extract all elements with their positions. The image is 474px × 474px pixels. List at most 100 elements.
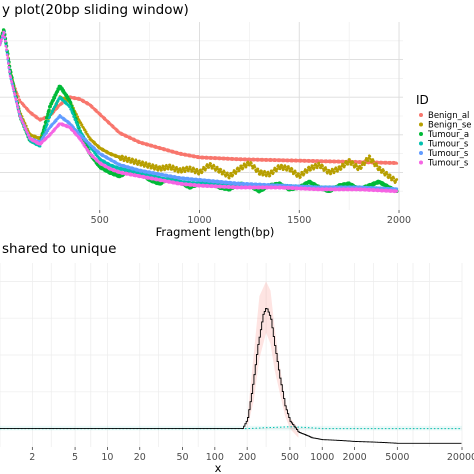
top-point	[366, 159, 370, 162]
bottom-chart: shared to unique 2 5 10 20 50 100 200 500 1000 20…	[0, 241, 474, 474]
legend-key	[419, 132, 423, 136]
top-point	[395, 162, 399, 165]
top-point	[275, 169, 278, 173]
bottom-chart-title: shared to unique	[2, 241, 116, 257]
top-point	[309, 168, 312, 172]
top-point	[299, 175, 302, 179]
top-point	[162, 165, 165, 168]
legend-key	[419, 160, 423, 165]
top-point	[287, 165, 290, 168]
top-point	[294, 171, 297, 174]
top-point	[74, 118, 77, 122]
top-point	[2, 31, 6, 35]
bottom-x-tick-label: 5000	[385, 452, 409, 463]
top-x-axis-label: Fragment length(bp)	[156, 225, 275, 239]
bottom-cyan-line	[0, 426, 462, 430]
top-point	[23, 124, 26, 127]
top-point	[16, 103, 19, 107]
top-point	[169, 165, 172, 169]
top-point	[175, 167, 179, 171]
top-point	[12, 88, 16, 92]
top-point	[336, 168, 340, 171]
top-point	[168, 163, 172, 167]
legend-key	[419, 122, 423, 127]
top-point	[4, 39, 7, 43]
legend-label: Tumour_s	[427, 140, 469, 150]
top-point	[378, 166, 382, 169]
top-point	[83, 128, 87, 132]
top-point	[56, 87, 61, 91]
top-point	[187, 169, 190, 173]
top-point	[5, 53, 9, 57]
top-point	[77, 125, 80, 129]
bottom-x-tick-label: 100	[206, 452, 224, 463]
top-point	[212, 165, 216, 168]
legend-key	[419, 113, 423, 117]
top-point	[47, 108, 51, 112]
top-point	[0, 41, 2, 44]
top-point	[372, 159, 375, 163]
top-point	[297, 172, 300, 175]
top-point	[262, 173, 265, 176]
top-point	[346, 163, 350, 166]
bottom-x-tick-label: 2000	[342, 452, 366, 463]
top-point	[131, 158, 135, 161]
top-point	[145, 162, 148, 166]
top-point	[241, 166, 245, 170]
top-point	[51, 110, 54, 113]
top-point	[7, 62, 10, 65]
top-point	[190, 169, 194, 173]
top-point	[311, 164, 314, 168]
top-point	[52, 96, 57, 100]
bottom-x-tick-label: 5	[72, 452, 78, 463]
top-point	[340, 164, 344, 168]
top-point	[170, 168, 174, 171]
top-point	[192, 167, 196, 171]
top-point	[133, 161, 136, 165]
top-point	[38, 144, 42, 148]
top-point	[18, 98, 22, 102]
top-point	[363, 161, 367, 165]
top-point	[148, 162, 151, 166]
top-point	[10, 80, 14, 84]
top-point	[14, 98, 18, 101]
top-point	[312, 166, 316, 170]
top-point	[219, 168, 223, 171]
top-point	[258, 173, 262, 176]
top-point	[256, 167, 260, 171]
legend-key	[419, 151, 423, 155]
top-point	[9, 75, 13, 79]
top-point	[19, 114, 22, 118]
top-point	[56, 99, 60, 103]
top-point	[50, 112, 53, 115]
legend-label: Tumour_a	[427, 130, 469, 140]
top-point	[223, 170, 226, 174]
top-chart-title: y plot(20bp sliding window)	[2, 2, 189, 18]
top-x-tick-label: 1000	[187, 215, 211, 226]
top-point	[211, 166, 214, 170]
top-point	[284, 165, 287, 169]
top-point	[138, 159, 141, 163]
top-point	[180, 170, 184, 174]
top-point	[17, 110, 21, 114]
top-point	[253, 165, 257, 169]
top-point	[339, 167, 343, 171]
top-point	[16, 106, 20, 109]
top-point	[69, 108, 73, 111]
bottom-black-step	[0, 308, 462, 444]
bottom-x-tick-label: 1000	[310, 452, 334, 463]
top-point	[331, 168, 335, 171]
top-point	[196, 169, 199, 173]
top-point	[280, 164, 284, 167]
top-point	[72, 115, 76, 118]
legend-label: Tumour_s	[427, 159, 469, 169]
top-legend: ID Benign_alBenign_seTumour_aTumour_sTum…	[416, 93, 472, 169]
top-point	[11, 86, 15, 89]
top-point	[336, 170, 339, 173]
top-point	[4, 44, 8, 48]
top-point	[0, 43, 2, 47]
top-point	[395, 187, 399, 190]
top-point	[13, 93, 17, 96]
top-point	[0, 37, 4, 41]
top-point	[80, 123, 84, 126]
